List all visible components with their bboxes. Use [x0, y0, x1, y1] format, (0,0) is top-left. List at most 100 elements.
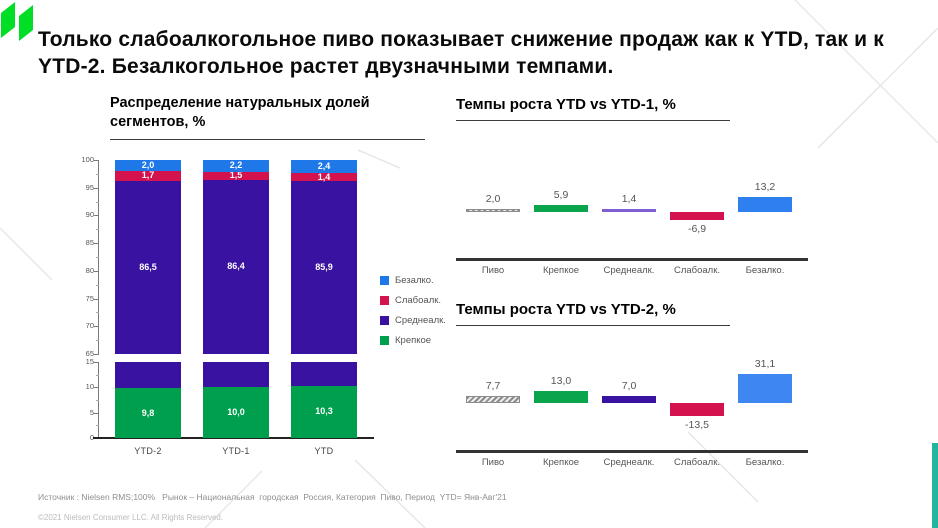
legend-label: Крепкое [395, 335, 432, 346]
growth-value-label: 31,1 [754, 358, 776, 371]
growth-value-label: 13,0 [550, 374, 572, 387]
growth-chart-ytd1: 2,0 Пиво 5,9 Крепкое 1,4 Среднеалк. -6,9 Слабоа… [456, 128, 808, 280]
bar-segment-Среднеалк. [203, 362, 269, 388]
growth-category-label: Слабоалк. [673, 265, 721, 276]
growth-bar-Безалко. [738, 196, 792, 212]
growth-bar-Безалко. [738, 374, 792, 403]
growth-bar-Пиво [466, 395, 520, 403]
legend-swatch [380, 316, 389, 325]
source-note: Источник : Nielsen RMS;100% Рынок – Наци… [38, 492, 507, 502]
bar-value-label: 10,3 [315, 406, 333, 417]
growth-value-label: 2,0 [485, 193, 501, 205]
y-tick-label: 65 [85, 349, 94, 358]
y-tick-minor [96, 425, 99, 427]
bar-segment-Среднеалк.: 86,5 [115, 180, 181, 354]
y-tick-label: 70 [85, 321, 94, 331]
y-tick-minor [96, 284, 99, 286]
bar-value-label: 86,4 [227, 261, 245, 272]
shares-chart-x-labels: YTD-2 YTD-1 YTD [88, 446, 380, 460]
y-tick-minor [96, 229, 99, 231]
growth-category-label: Слабоалк. [673, 457, 721, 468]
y-tick-minor [96, 201, 99, 203]
y-tick-minor [96, 340, 99, 342]
y-tick-mark [94, 362, 99, 363]
y-tick-mark [94, 326, 99, 328]
bar-value-label: 2,0 [141, 160, 155, 171]
growth-category-label: Пиво [481, 265, 505, 276]
copyright-note: ©2021 Nielsen Consumer LLC. All Rights R… [38, 513, 224, 522]
bar-segment-Безалко.: 2,0 [115, 160, 181, 172]
legend-item: Слабоалк. [380, 295, 446, 306]
growth-ytd2-title: Темпы роста YTD vs YTD-2, % [456, 301, 730, 326]
y-tick-label: 75 [85, 293, 94, 303]
y-tick-mark [94, 387, 99, 389]
bar-segment-Крепкое: 9,8 [115, 388, 181, 438]
bar-segment-Крепкое: 10,0 [203, 387, 269, 438]
accent-strip [932, 443, 938, 528]
growth-value-label: 1,4 [621, 193, 637, 205]
bar-value-label: 2,4 [317, 161, 331, 172]
y-tick-mark [94, 160, 99, 161]
growth-value-label: -6,9 [687, 222, 707, 235]
legend-swatch [380, 276, 389, 285]
y-tick-minor [96, 400, 99, 401]
growth-value-label: 7,7 [485, 379, 501, 392]
y-tick-minor [96, 312, 99, 314]
bar-value-label: 2,2 [229, 160, 243, 171]
growth-x-axis-line [456, 450, 808, 453]
growth-value-label: 5,9 [553, 189, 569, 202]
growth-category-label: Среднеалк. [603, 457, 655, 468]
growth-category-label: Среднеалк. [603, 265, 655, 276]
slide-title: Только слабоалкогольное пиво показывает … [38, 28, 885, 79]
growth-category-label: Пиво [481, 457, 505, 468]
growth-bar-Крепкое [534, 390, 588, 403]
growth-chart-ytd2: 7,7 Пиво 13,0 Крепкое 7,0 Среднеалк. -13,5 Слаб… [456, 333, 808, 483]
growth-bar-Среднеалк. [602, 396, 656, 403]
bar-segment-Среднеалк.: 86,4 [203, 179, 269, 354]
bar-segment-Безалко.: 2,2 [203, 160, 269, 172]
growth-bar-Крепкое [534, 205, 588, 212]
y-tick-mark [94, 270, 99, 272]
x-category-label: YTD [314, 446, 334, 456]
y-tick-label: 10 [85, 382, 94, 392]
growth-bar-Среднеалк. [602, 209, 656, 212]
shares-stacked-chart: 100 95 90 85 80 75 70 65 86,5 1,7 2,0 86,4 1,5 2,2 85,… [81, 156, 380, 464]
bar-value-label: 9,8 [141, 407, 155, 418]
legend-swatch [380, 336, 389, 345]
legend-label: Безалко. [395, 275, 434, 286]
y-tick-mark [94, 354, 99, 355]
y-tick-label: 100 [81, 155, 94, 164]
growth-category-label: Крепкое [542, 457, 580, 468]
growth-category-label: Безалко. [745, 457, 785, 468]
bar-value-label: 86,5 [139, 261, 157, 272]
shares-chart-title: Распределение натуральных долей сегменто… [110, 94, 425, 140]
growth-category-label: Крепкое [542, 265, 580, 276]
y-tick-label: 0 [89, 433, 94, 442]
y-tick-mark [94, 215, 99, 217]
growth-bar-Пиво [466, 209, 520, 212]
legend-item: Среднеалк. [380, 315, 446, 326]
growth-x-axis-line [456, 258, 808, 261]
y-tick-minor [96, 257, 99, 258]
growth-category-label: Безалко. [745, 265, 785, 276]
bar-value-label: 1,7 [141, 170, 155, 181]
growth-value-label: 7,0 [621, 380, 637, 393]
bar-segment-Безалко.: 2,4 [291, 160, 357, 174]
y-tick-mark [94, 187, 99, 189]
legend-swatch [380, 296, 389, 305]
y-tick-label: 85 [85, 238, 94, 248]
y-tick-label: 95 [85, 182, 94, 192]
y-tick-label: 80 [85, 265, 94, 275]
bar-segment-Слабоалк.: 1,4 [291, 172, 357, 181]
bar-value-label: 85,9 [315, 262, 333, 273]
bar-value-label: 10,0 [227, 407, 245, 418]
y-tick-label: 15 [85, 357, 94, 366]
legend-item: Безалко. [380, 275, 446, 286]
shares-chart-upper-panel: 100 95 90 85 80 75 70 65 86,5 1,7 2,0 86,4 1,5 2,2 85,… [81, 156, 380, 357]
shares-chart-lower-panel: 15 10 5 0 9,8 10,0 10,3 [86, 358, 380, 441]
bar-value-label: 1,5 [229, 170, 243, 181]
y-tick-mark [94, 298, 99, 300]
bar-segment-Среднеалк.: 85,9 [291, 181, 357, 354]
growth-bar-Слабоалк. [670, 403, 724, 416]
